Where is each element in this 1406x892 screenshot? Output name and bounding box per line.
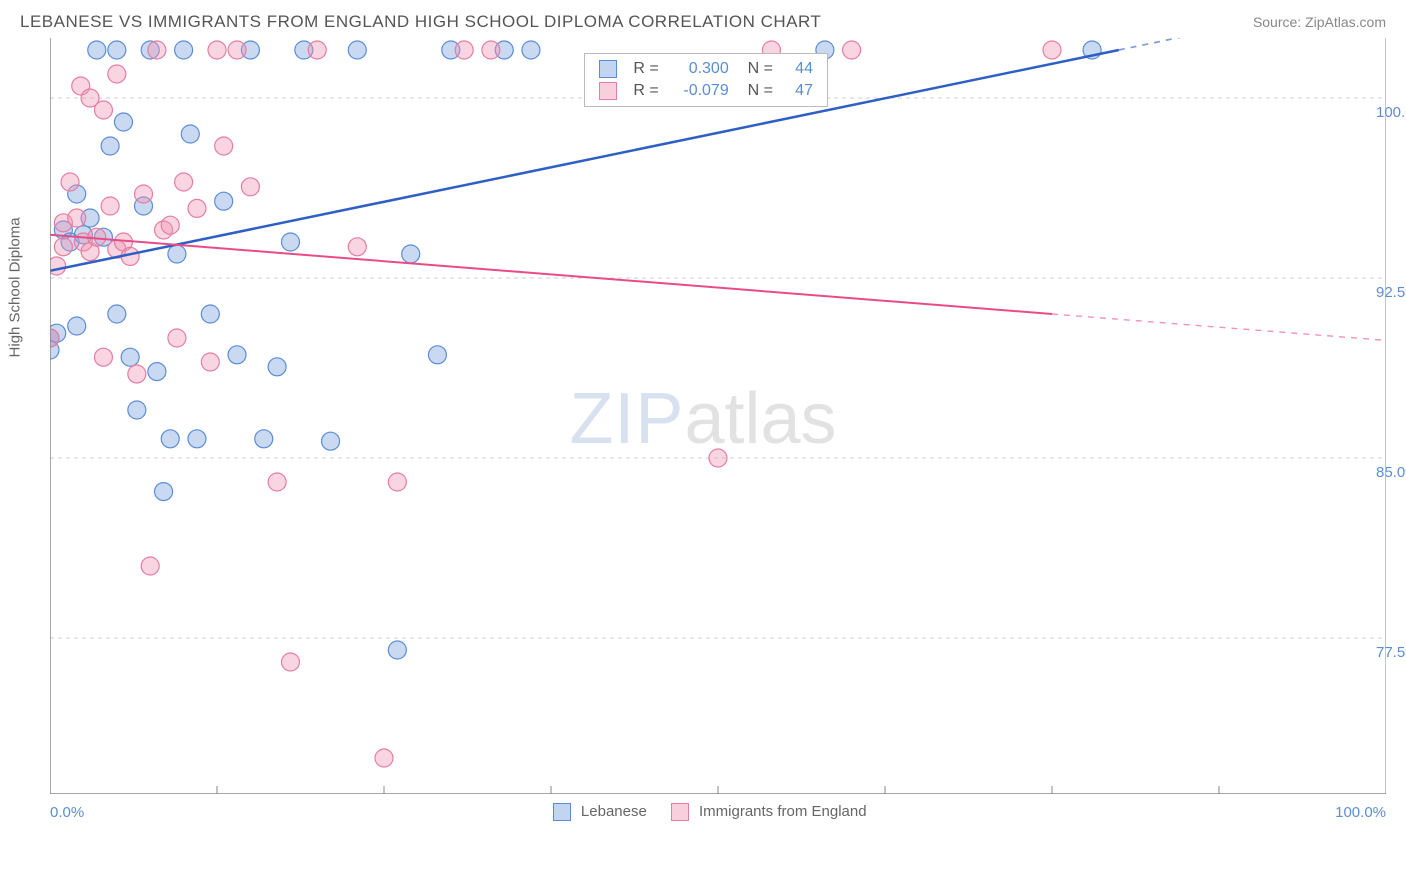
y-tick-label: 85.0% — [1376, 464, 1406, 481]
legend-swatch-pink — [599, 82, 617, 100]
chart-area: High School Diploma ZIPatlas R = 0.300 N… — [20, 38, 1386, 799]
r-value-pink: -0.079 — [669, 82, 729, 100]
x-axis-left-label: 0.0% — [50, 804, 84, 821]
legend-row-england: R = -0.079 N = 47 — [599, 80, 813, 102]
x-axis-row: 0.0% Lebanese Immigrants from England 10… — [50, 803, 1386, 821]
legend-row-lebanese: R = 0.300 N = 44 — [599, 58, 813, 80]
r-value-blue: 0.300 — [669, 60, 729, 78]
x-axis-right-label: 100.0% — [1335, 804, 1386, 821]
n-label: N = — [739, 82, 773, 100]
r-label: R = — [633, 60, 658, 78]
legend-label-lebanese: Lebanese — [581, 803, 647, 820]
legend-item-england: Immigrants from England — [671, 803, 867, 821]
legend-swatch-blue — [599, 60, 617, 78]
n-label: N = — [739, 60, 773, 78]
y-tick-label: 77.5% — [1376, 644, 1406, 661]
chart-title: LEBANESE VS IMMIGRANTS FROM ENGLAND HIGH… — [20, 12, 821, 32]
legend-swatch-england — [671, 803, 689, 821]
y-tick-label: 100.0% — [1376, 104, 1406, 121]
series-legend: Lebanese Immigrants from England — [553, 803, 867, 821]
legend-item-lebanese: Lebanese — [553, 803, 647, 821]
chart-source: Source: ZipAtlas.com — [1253, 14, 1386, 30]
y-axis-label: High School Diploma — [7, 217, 24, 357]
legend-swatch-lebanese — [553, 803, 571, 821]
y-tick-label: 92.5% — [1376, 284, 1406, 301]
r-label: R = — [633, 82, 658, 100]
correlation-legend: R = 0.300 N = 44 R = -0.079 N = 47 — [584, 53, 828, 107]
n-value-blue: 44 — [783, 60, 813, 78]
scatter-chart-svg — [50, 38, 1386, 794]
chart-header: LEBANESE VS IMMIGRANTS FROM ENGLAND HIGH… — [0, 0, 1406, 38]
n-value-pink: 47 — [783, 82, 813, 100]
legend-label-england: Immigrants from England — [699, 803, 867, 820]
